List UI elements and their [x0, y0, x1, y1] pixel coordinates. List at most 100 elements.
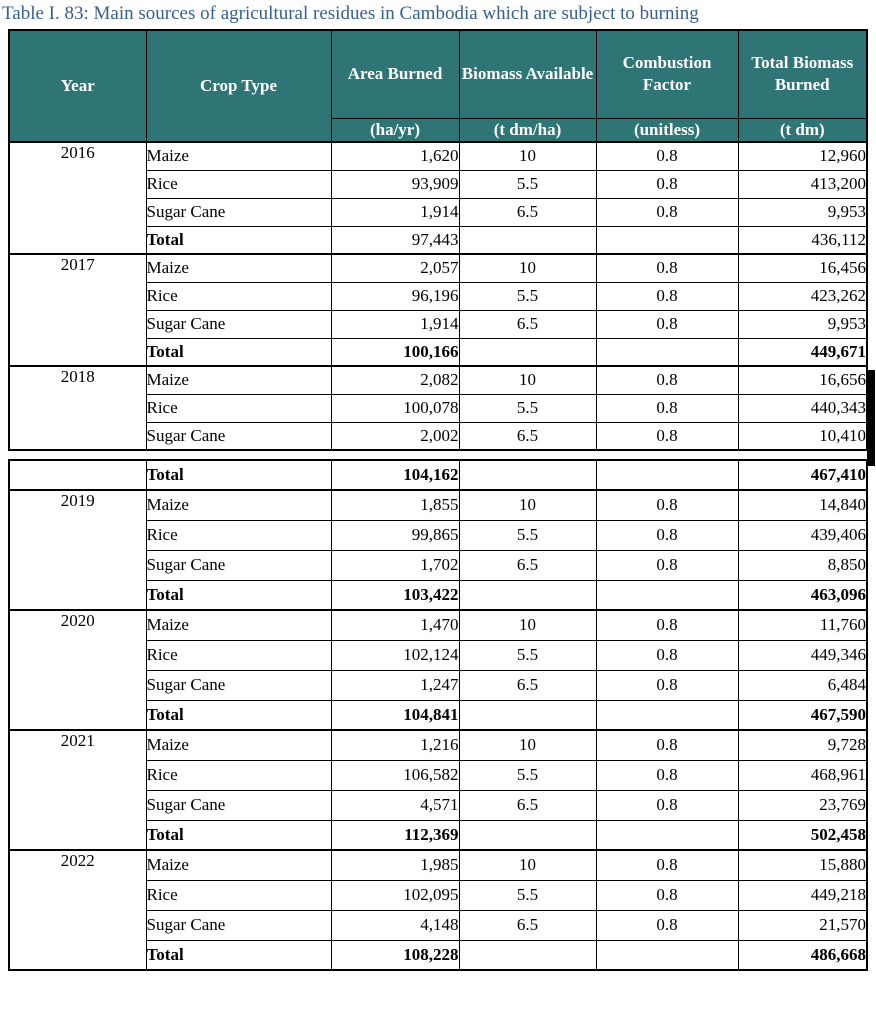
table-row: 2020 Maize 1,470 10 0.8 11,760 [8, 609, 868, 731]
table-row: 2019 Maize 1,855 10 0.8 14,840 [8, 489, 868, 611]
crop-cell: Maize [145, 609, 332, 641]
biomass-available-cell: 10 [458, 849, 597, 881]
combustion-factor-cell: 0.8 [595, 309, 739, 339]
total-biomass-cell: 439,406 [737, 519, 868, 551]
combustion-factor-cell: 0.8 [595, 365, 739, 395]
total-biomass-cell: 413,200 [737, 169, 868, 199]
total-row: Total 104,162 467,410 [8, 459, 868, 491]
biomass-available-cell [458, 337, 597, 367]
table-header: Year Crop Type Area Burned Biomass Avail… [8, 29, 868, 143]
total-biomass-cell: 486,668 [737, 939, 868, 971]
area-burned-cell: 1,914 [330, 197, 460, 227]
col-header-total-biomass-burned: Total Biomass Burned [737, 29, 868, 119]
crop-cell: Rice [145, 759, 332, 791]
crop-cell: Sugar Cane [145, 309, 332, 339]
page-edge-bar [867, 370, 875, 466]
combustion-factor-cell: 0.8 [595, 489, 739, 521]
table-row: 2017 Maize 2,057 10 0.8 16,456 [8, 253, 868, 367]
area-burned-cell: 1,216 [330, 729, 460, 761]
crop-cell: Maize [145, 489, 332, 521]
crop-cell: Sugar Cane [145, 197, 332, 227]
crop-cell: Rice [145, 519, 332, 551]
total-biomass-cell: 436,112 [737, 225, 868, 255]
combustion-factor-cell: 0.8 [595, 849, 739, 881]
table-row: Rice 93,909 5.5 0.8 413,200 [9, 169, 868, 199]
table-row: Sugar Cane 1,702 6.5 0.8 8,850 [9, 549, 868, 581]
combustion-factor-cell: 0.8 [595, 393, 739, 423]
year-cell: 2020 [8, 609, 147, 731]
area-burned-cell: 1,985 [330, 849, 460, 881]
unit-header-area: (ha/yr) [330, 117, 460, 143]
combustion-factor-cell: 0.8 [595, 609, 739, 641]
area-burned-cell: 1,855 [330, 489, 460, 521]
total-biomass-cell: 463,096 [737, 579, 868, 611]
biomass-available-cell: 6.5 [458, 421, 597, 451]
crop-cell: Rice [145, 281, 332, 311]
combustion-factor-cell [595, 699, 739, 731]
total-biomass-cell: 449,346 [737, 639, 868, 671]
biomass-available-cell [458, 225, 597, 255]
combustion-factor-cell: 0.8 [595, 421, 739, 451]
total-biomass-cell: 12,960 [737, 141, 868, 171]
table-caption: Table I. 83: Main sources of agricultura… [2, 3, 699, 24]
total-biomass-cell: 467,590 [737, 699, 868, 731]
crop-cell: Rice [145, 169, 332, 199]
biomass-available-cell: 5.5 [458, 519, 597, 551]
crop-cell: Total [145, 579, 332, 611]
residues-table-part-2: Total 104,162 467,410 2019 Maize 1,855 10 0.8 14… [8, 459, 868, 971]
crop-cell: Total [145, 225, 332, 255]
crop-cell: Sugar Cane [145, 909, 332, 941]
combustion-factor-cell [595, 579, 739, 611]
area-burned-cell: 103,422 [330, 579, 460, 611]
area-burned-cell: 102,124 [330, 639, 460, 671]
year-cell: 2017 [8, 253, 147, 367]
table-row: 2016 Maize 1,620 10 0.8 12,960 [8, 141, 868, 255]
biomass-available-cell [458, 699, 597, 731]
crop-cell: Maize [145, 729, 332, 761]
page-break-gap [0, 451, 876, 459]
biomass-available-cell: 10 [458, 253, 597, 283]
total-biomass-cell: 8,850 [737, 549, 868, 581]
area-burned-cell: 106,582 [330, 759, 460, 791]
combustion-factor-cell: 0.8 [595, 549, 739, 581]
area-burned-cell: 100,166 [330, 337, 460, 367]
total-biomass-cell: 15,880 [737, 849, 868, 881]
area-burned-cell: 112,369 [330, 819, 460, 851]
combustion-factor-cell: 0.8 [595, 281, 739, 311]
total-biomass-cell: 14,840 [737, 489, 868, 521]
total-biomass-cell: 10,410 [737, 421, 868, 451]
biomass-available-cell: 5.5 [458, 393, 597, 423]
biomass-available-cell: 10 [458, 365, 597, 395]
unit-header-combustion: (unitless) [595, 117, 739, 143]
year-cell: 2021 [8, 729, 147, 851]
crop-cell: Maize [145, 365, 332, 395]
total-biomass-cell: 468,961 [737, 759, 868, 791]
combustion-factor-cell: 0.8 [595, 197, 739, 227]
combustion-factor-cell: 0.8 [595, 789, 739, 821]
year-cell [8, 459, 147, 491]
biomass-available-cell: 6.5 [458, 309, 597, 339]
col-header-crop-type: Crop Type [145, 29, 332, 143]
crop-cell: Maize [145, 141, 332, 171]
crop-cell: Rice [145, 393, 332, 423]
crop-cell: Rice [145, 879, 332, 911]
total-biomass-cell: 6,484 [737, 669, 868, 701]
area-burned-cell: 2,057 [330, 253, 460, 283]
total-biomass-cell: 16,456 [737, 253, 868, 283]
crop-cell: Total [145, 459, 332, 491]
combustion-factor-cell [595, 939, 739, 971]
unit-header-total: (t dm) [737, 117, 868, 143]
combustion-factor-cell: 0.8 [595, 879, 739, 911]
table-row: 2018 Maize 2,082 10 0.8 16,656 [8, 365, 868, 451]
total-biomass-cell: 449,218 [737, 879, 868, 911]
combustion-factor-cell [595, 337, 739, 367]
combustion-factor-cell: 0.8 [595, 519, 739, 551]
table-row: Rice 100,078 5.5 0.8 440,343 [9, 393, 868, 423]
total-row: Total 112,369 502,458 [9, 819, 868, 851]
total-biomass-cell: 11,760 [737, 609, 868, 641]
table-row: Sugar Cane 1,914 6.5 0.8 9,953 [9, 197, 868, 227]
table-row: Rice 106,582 5.5 0.8 468,961 [9, 759, 868, 791]
total-biomass-cell: 502,458 [737, 819, 868, 851]
area-burned-cell: 99,865 [330, 519, 460, 551]
unit-header-biomass: (t dm/ha) [458, 117, 597, 143]
